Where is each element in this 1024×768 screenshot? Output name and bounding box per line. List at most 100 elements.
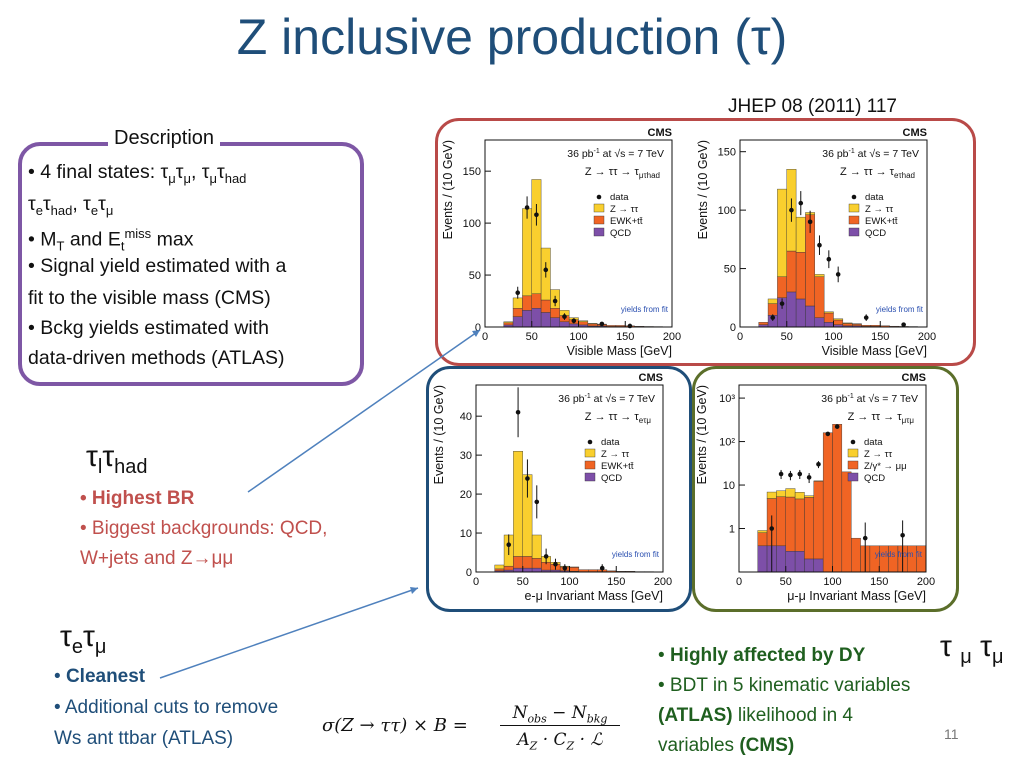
x-tick-label: 200 [663,331,681,343]
fit-note: yields from fit [876,305,924,314]
data-point [788,472,793,478]
x-tick-label: 50 [526,331,538,343]
x-tick-label: 100 [824,331,842,343]
x-tick-label: 50 [517,576,529,588]
y-tick-label: 30 [460,450,472,462]
description-line2: τeτhad, τeτμ [28,193,114,218]
data-point [571,318,577,324]
y-tick-label: 0 [475,322,481,334]
x-tick-label: 0 [482,331,488,343]
arrow-emu [159,587,419,679]
y-tick-label: 100 [718,205,736,217]
x-tick-label: 50 [780,576,792,588]
legend-label: data [601,437,620,448]
ltau-bullet2: • Biggest backgrounds: QCD, [80,518,328,539]
process-label: Z → ττ → τμτhad [585,166,660,180]
cms-label: CMS [903,127,927,139]
y-tick-label: 10² [719,437,735,449]
data-point [524,205,530,210]
legend-marker-data [596,194,602,200]
data-point [770,315,776,320]
legend-label: Z → ττ [865,204,893,215]
page-title: Z inclusive production (τ) [236,9,788,65]
data-point [779,301,785,306]
data-point [862,535,868,541]
x-tick-label: 200 [917,576,935,588]
y-tick-label: 10 [460,528,472,540]
y-tick-label: 150 [463,166,481,178]
data-point [806,475,812,480]
mumu-bullet4: variables (CMS) [658,735,795,756]
ztautau-bar [842,322,853,324]
legend-marker-data [587,439,593,445]
data-point [534,212,539,218]
y-tick-label: 150 [718,147,736,159]
mumu-plot-box [692,366,959,612]
description-line4: • Signal yield estimated with a [28,255,287,277]
y-axis-label: Events / (10 GeV) [696,140,710,239]
y-tick-label: 10³ [719,393,735,405]
x-tick-label: 150 [871,331,889,343]
ltau-plots-box [435,118,976,366]
data-point [816,461,821,467]
emu-channel-label: τeτμ [60,620,107,658]
process-label: Z → ττ → τeτμ [585,411,652,425]
data-point [778,471,784,477]
data-point [525,476,530,481]
formula-lhs: σ(Z → ττ) × B = [322,715,468,736]
fit-note: yields from fit [875,550,923,559]
y-tick-label: 0 [466,567,472,579]
fit-note: yields from fit [612,550,660,559]
legend-swatch [584,448,596,458]
legend-swatch [593,227,605,237]
y-tick-label: 0 [730,322,736,334]
x-axis-label: Visible Mass [GeV] [567,344,672,358]
arrowhead-emu [410,587,418,594]
description-line3: • MT and Etmiss max [28,226,194,254]
data-point [798,200,804,206]
cms-label: CMS [902,372,926,384]
data-point [627,323,633,329]
lumi-label: 36 pb-1 at √s = 7 TeV [558,393,655,405]
x-axis-label: μ-μ Invariant Mass [GeV] [787,589,926,603]
legend-label: QCD [601,473,622,484]
data-point [817,242,822,248]
legend-label: QCD [864,473,885,484]
x-tick-label: 150 [607,576,625,588]
ztautau-bar [814,274,825,277]
y-axis-label: Events / (10 GeV) [441,140,455,239]
y-tick-label: 10 [723,480,735,492]
emu-bullet1: • Cleanest [54,666,146,687]
arrowhead-ltau [472,330,480,337]
description-line6: • Bckg yields estimated with [28,317,269,339]
data-point [543,267,549,273]
cms-label: CMS [639,372,663,384]
legend-label: EWK+tt̄ [601,461,634,472]
mumu-channel-label: τ μ τμ [940,630,1004,668]
mumu-bullet1: • Highly affected by DY [658,645,866,666]
description-line7: data-driven methods (ATLAS) [28,347,285,369]
legend-label: Z → ττ [864,449,892,460]
formula-numerator: Nobs − Nbkg [500,703,620,727]
description-line1: • 4 final states: τμτμ, τμτhad [28,161,247,186]
legend-swatch [584,460,596,470]
y-tick-label: 40 [460,411,472,423]
legend-label: data [864,437,883,448]
mumu-bullet3: (ATLAS) likelihood in 4 [658,705,853,726]
ltau-bullet3: W+jets and Z→μμ [80,548,234,569]
data-point [599,565,605,571]
data-point [797,471,803,477]
data-point [901,322,906,327]
formula-denominator: AZ · CZ · ℒ [517,730,603,753]
legend-swatch [847,460,859,470]
data-point [552,298,558,304]
ltau-channel-label: τlτhad [86,440,148,478]
x-tick-label: 0 [473,576,479,588]
data-point [834,424,840,429]
journal-reference: JHEP 08 (2011) 117 [728,96,897,117]
data-point [789,207,794,213]
data-point [562,314,567,319]
legend-marker-data [850,439,856,445]
x-tick-label: 150 [870,576,888,588]
